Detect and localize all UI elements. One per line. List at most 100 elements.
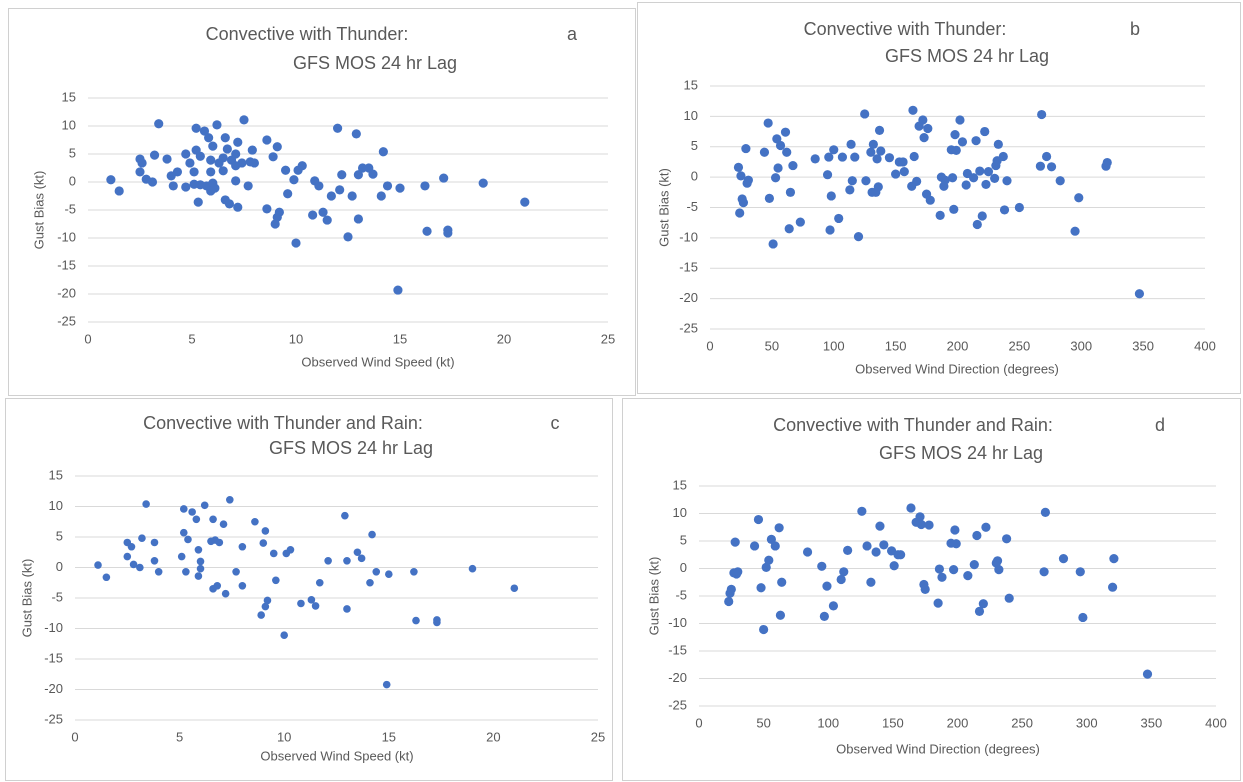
point (261, 527, 270, 535)
point (873, 182, 883, 192)
point (185, 158, 195, 168)
point (269, 549, 278, 558)
point (822, 581, 832, 591)
y-tick-label: 10 (49, 498, 63, 513)
x-axis-label: Observed Wind Speed (kt) (301, 354, 454, 369)
y-tick-label: -15 (668, 642, 687, 657)
x-tick-label: 0 (71, 729, 78, 744)
x-tick-label: 300 (1070, 338, 1092, 353)
point (184, 535, 192, 544)
point (114, 186, 124, 196)
panel: Convective with Thunder: GFS MOS 24 hr La… (8, 8, 636, 396)
point (237, 158, 247, 168)
point (232, 567, 240, 576)
x-tick-label: 150 (885, 338, 907, 353)
point (785, 187, 796, 197)
y-tick-label: 5 (69, 145, 76, 160)
y-tick-label: -15 (44, 650, 63, 665)
point (933, 598, 943, 608)
x-tick-label: 0 (706, 338, 713, 353)
point (208, 141, 218, 151)
point (874, 125, 885, 135)
y-tick-label: -5 (686, 199, 698, 214)
point (213, 582, 222, 590)
point (443, 225, 453, 235)
x-tick-label: 15 (393, 331, 407, 346)
x-tick-label: 5 (176, 729, 183, 744)
point (975, 166, 985, 176)
y-tick-label: -10 (679, 229, 698, 244)
point (868, 139, 878, 149)
point (1075, 567, 1085, 577)
y-tick-label: -25 (57, 313, 76, 328)
point (1142, 669, 1153, 679)
point (274, 207, 284, 217)
y-tick-label: 15 (62, 89, 76, 104)
point (324, 556, 332, 565)
point (749, 541, 760, 551)
point (866, 577, 876, 587)
y-tick-label: 10 (673, 505, 687, 520)
point (395, 183, 405, 193)
point (810, 154, 820, 164)
point (343, 556, 351, 565)
y-tick-label: -25 (679, 320, 698, 335)
y-tick-label: -25 (44, 711, 63, 726)
x-tick-label: 15 (382, 729, 396, 744)
point (980, 126, 990, 137)
point (1002, 176, 1012, 186)
y-axis-label: Gust Bias (kt) (31, 171, 46, 250)
point (194, 546, 203, 554)
point (150, 556, 159, 565)
point (343, 605, 351, 613)
point (860, 109, 870, 119)
chart-title: Convective with Thunder: (804, 19, 1007, 39)
y-tick-label: -5 (51, 589, 63, 604)
point (263, 596, 272, 605)
point (912, 176, 922, 186)
y-tick-label: 10 (62, 117, 76, 132)
x-tick-label: 200 (947, 338, 969, 353)
point (123, 552, 132, 561)
point (147, 177, 158, 187)
point (846, 139, 856, 149)
point (782, 147, 792, 157)
x-axis-label: Observed Wind Direction (degrees) (836, 741, 1040, 756)
point (1070, 226, 1080, 236)
y-tick-label: -15 (679, 260, 698, 275)
point (990, 173, 1000, 183)
y-tick-label: -25 (668, 697, 687, 712)
y-tick-label: -20 (679, 290, 698, 305)
point (218, 153, 228, 163)
point (218, 166, 228, 176)
point (906, 503, 916, 513)
point (817, 561, 827, 571)
point (884, 153, 895, 163)
point (753, 514, 764, 525)
point (251, 517, 259, 526)
point (433, 618, 441, 627)
point (162, 154, 172, 164)
y-tick-label: 5 (691, 138, 698, 153)
point (314, 181, 324, 191)
point (297, 599, 305, 608)
point (774, 523, 784, 533)
panel-frame (622, 398, 1241, 781)
point (738, 198, 749, 208)
point (136, 563, 144, 572)
chart-subtitle: GFS MOS 24 hr Lag (293, 53, 457, 73)
point (961, 180, 971, 190)
y-axis-label: Gust Bias (kt) (19, 559, 34, 638)
y-axis-label: Gust Bias (kt) (646, 557, 661, 636)
point (261, 602, 270, 611)
point (224, 199, 235, 209)
point (196, 557, 205, 566)
point (326, 191, 336, 201)
point (181, 149, 191, 159)
point (272, 142, 282, 152)
point (154, 567, 163, 576)
point (343, 232, 353, 242)
point (770, 173, 781, 183)
point (934, 564, 945, 574)
point (768, 239, 778, 249)
